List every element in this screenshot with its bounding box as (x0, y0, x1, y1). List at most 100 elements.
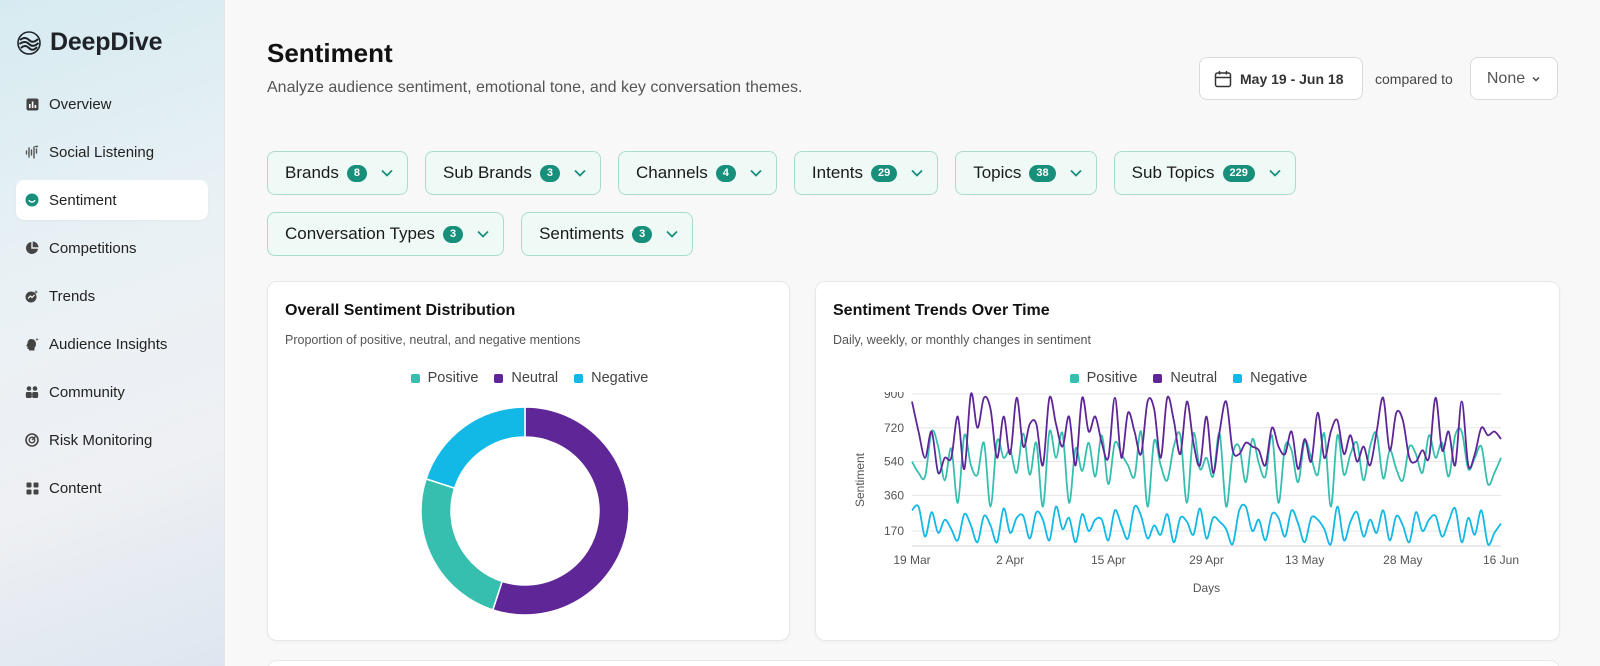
sentiment-distribution-card: Overall Sentiment Distribution Proportio… (267, 281, 790, 641)
chevron-down-icon (911, 169, 923, 177)
filter-label: Sentiments (539, 224, 625, 243)
filter-brands[interactable]: Brands 8 (267, 151, 408, 195)
legend-item-positive[interactable]: Positive (410, 370, 478, 386)
y-axis-label: Sentiment (853, 452, 867, 507)
pie-chart-icon (25, 241, 39, 255)
filter-channels[interactable]: Channels 4 (617, 151, 777, 195)
risk-icon (25, 433, 39, 447)
sidebar-item-social-listening[interactable]: Social Listening (16, 132, 208, 172)
main-content: Sentiment Analyze audience sentiment, em… (225, 0, 1600, 666)
filter-topics[interactable]: Topics 38 (955, 151, 1097, 195)
legend-label: Neutral (511, 370, 559, 386)
sentiment-trend-chart: 170 360 540 720 900 19 Mar 2 Apr 15 Apr 29 Apr 13… (853, 392, 1519, 595)
filter-count-badge: 229 (1222, 164, 1255, 182)
sidebar-item-audience-insights[interactable]: Audience Insights (16, 324, 208, 364)
series-line-neutral[interactable] (911, 392, 1502, 475)
donut-slice-neutral[interactable] (491, 406, 630, 616)
filter-count-badge: 38 (1029, 164, 1056, 182)
sidebar-item-competitions[interactable]: Competitions (16, 228, 208, 268)
filter-count-badge: 3 (539, 164, 560, 182)
legend-item-neutral[interactable]: Neutral (494, 370, 558, 386)
sidebar: DeepDive Overview Social Listening Senti… (0, 0, 225, 666)
sidebar-nav: Overview Social Listening Sentiment Comp… (16, 84, 208, 516)
brand[interactable]: DeepDive (16, 28, 163, 57)
x-tick-label: 13 May (1285, 553, 1324, 567)
filter-conversation-types[interactable]: Conversation Types 3 (267, 212, 505, 256)
legend-item-neutral[interactable]: Neutral (1153, 370, 1217, 386)
sidebar-item-label: Social Listening (49, 143, 155, 161)
sidebar-item-label: Content (49, 479, 102, 497)
legend-label: Positive (1086, 370, 1138, 386)
sidebar-item-content[interactable]: Content (16, 468, 208, 508)
compare-select-value: None (1486, 69, 1526, 87)
deepdive-logo-icon (17, 30, 41, 55)
sidebar-item-sentiment[interactable]: Sentiment (16, 180, 208, 220)
people-icon (25, 385, 39, 399)
y-tick-label: 720 (884, 421, 904, 435)
compare-select[interactable]: None (1470, 57, 1558, 100)
filter-label: Conversation Types (285, 224, 435, 243)
sidebar-item-label: Overview (49, 95, 112, 113)
card-subtitle: Daily, weekly, or monthly changes in sen… (833, 333, 1091, 347)
card-title: Sentiment Trends Over Time (833, 302, 1050, 319)
chevron-down-icon (1532, 76, 1540, 81)
filter-sub-brands[interactable]: Sub Brands 3 (425, 151, 601, 195)
sidebar-item-label: Trends (49, 287, 96, 305)
date-range-button[interactable]: May 19 - Jun 18 (1199, 57, 1363, 100)
chevron-down-icon (1070, 169, 1082, 177)
filter-intents[interactable]: Intents 29 (793, 151, 939, 195)
x-tick-label: 28 May (1383, 553, 1422, 567)
legend-label: Negative (591, 370, 649, 386)
donut-slice-positive[interactable] (420, 477, 504, 611)
legend-swatch (1153, 373, 1163, 383)
legend-swatch (494, 373, 504, 383)
series-line-negative[interactable] (911, 503, 1502, 546)
audio-waves-icon (25, 145, 39, 159)
chevron-down-icon (750, 169, 762, 177)
chevron-down-icon (381, 169, 393, 177)
date-range-label: May 19 - Jun 18 (1240, 70, 1344, 87)
legend-item-negative[interactable]: Negative (1233, 370, 1307, 386)
legend-label: Neutral (1170, 370, 1218, 386)
legend-swatch (1233, 373, 1243, 383)
sidebar-item-community[interactable]: Community (16, 372, 208, 412)
filter-label: Intents (811, 163, 863, 182)
x-tick-label: 2 Apr (996, 553, 1024, 567)
bar-chart-icon (25, 97, 39, 111)
filter-count-badge: 8 (346, 164, 367, 182)
smile-icon (25, 193, 39, 207)
user-insight-icon (25, 337, 39, 351)
filter-count-badge: 3 (632, 225, 653, 243)
card-title: Overall Sentiment Distribution (285, 302, 516, 319)
filter-label: Brands (285, 163, 339, 182)
legend-swatch (574, 373, 584, 383)
filter-count-badge: 29 (870, 164, 898, 182)
sidebar-item-overview[interactable]: Overview (16, 84, 208, 124)
filter-sentiments[interactable]: Sentiments 3 (521, 212, 694, 256)
legend-item-negative[interactable]: Negative (574, 370, 648, 386)
brand-name: DeepDive (50, 28, 163, 56)
x-tick-label: 16 Jun (1483, 553, 1519, 567)
page-title: Sentiment (267, 38, 393, 68)
sentiment-trends-card: Sentiment Trends Over Time Daily, weekly… (815, 281, 1560, 641)
sidebar-item-label: Sentiment (49, 191, 117, 209)
sidebar-item-risk-monitoring[interactable]: Risk Monitoring (16, 420, 208, 460)
legend-swatch (410, 373, 420, 383)
filter-bar: Brands 8 Sub Brands 3 Channels 4 Intents… (267, 151, 1367, 256)
grid-icon (25, 481, 39, 495)
filter-label: Topics (973, 163, 1022, 182)
compared-to-label: compared to (1375, 71, 1453, 87)
y-tick-label: 170 (884, 524, 904, 538)
next-card (267, 660, 1560, 666)
filter-sub-topics[interactable]: Sub Topics 229 (1113, 151, 1296, 195)
legend-item-positive[interactable]: Positive (1069, 370, 1138, 386)
chart-legend: Positive Neutral Negative (268, 370, 791, 386)
y-tick-label: 360 (884, 488, 904, 502)
chevron-down-icon (574, 169, 586, 177)
x-tick-label: 19 Mar (893, 553, 930, 567)
sidebar-item-trends[interactable]: Trends (16, 276, 208, 316)
donut-slice-negative[interactable] (425, 406, 526, 490)
x-axis-label: Days (1193, 581, 1220, 595)
y-tick-label: 540 (884, 455, 904, 469)
sentiment-donut-chart (420, 406, 630, 616)
